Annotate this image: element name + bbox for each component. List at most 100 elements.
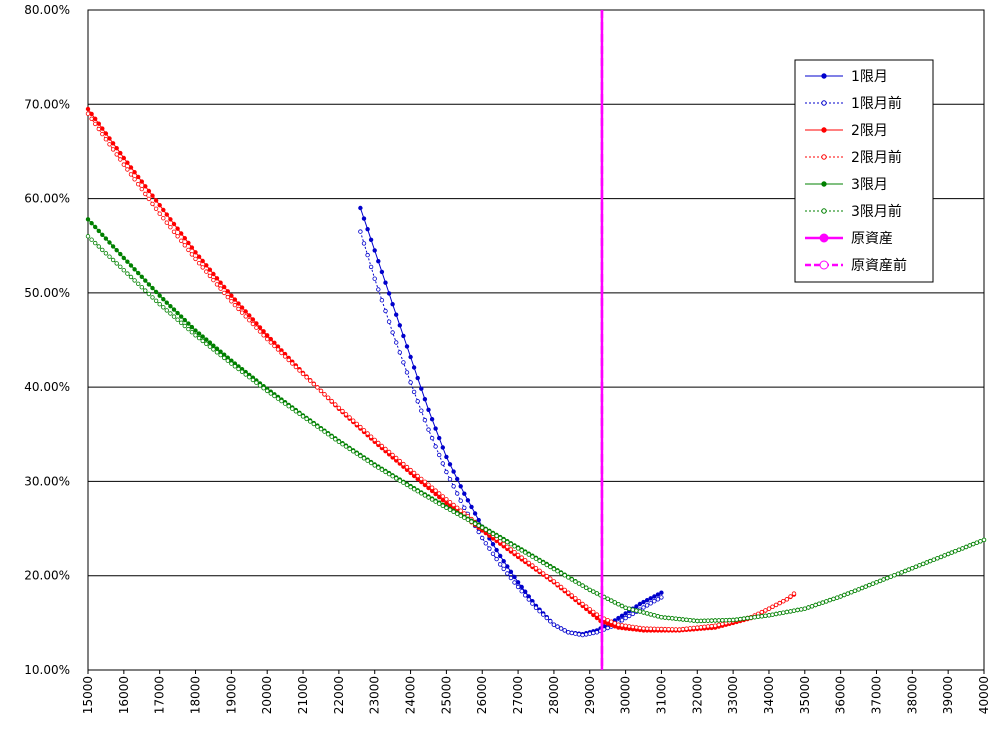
data-point	[250, 321, 256, 327]
data-point	[118, 157, 123, 162]
data-point	[659, 590, 664, 595]
x-tick-label: 18000	[189, 676, 203, 714]
data-point	[730, 617, 736, 623]
data-point	[261, 386, 266, 391]
x-tick-label: 28000	[547, 676, 561, 714]
data-point	[827, 597, 833, 603]
data-point	[655, 597, 661, 602]
data-point	[673, 627, 678, 632]
data-point	[225, 289, 230, 294]
data-point	[225, 358, 230, 363]
data-point	[182, 317, 187, 323]
x-tick-label: 40000	[977, 676, 991, 714]
data-point	[290, 361, 295, 366]
data-point	[447, 500, 453, 505]
data-point	[433, 499, 438, 504]
data-point	[415, 375, 420, 381]
data-point	[279, 398, 284, 404]
data-point	[978, 539, 983, 544]
data-point	[949, 550, 954, 555]
data-point	[666, 615, 671, 621]
data-point	[132, 278, 137, 283]
data-point	[555, 624, 560, 629]
data-point	[781, 610, 786, 615]
data-point	[379, 269, 385, 275]
data-point	[576, 632, 582, 637]
data-point	[483, 527, 488, 532]
data-point	[135, 174, 141, 180]
data-point	[612, 621, 617, 626]
data-point	[537, 568, 542, 573]
data-point	[297, 368, 302, 373]
data-point	[662, 615, 668, 620]
data-point	[96, 228, 101, 234]
data-point	[852, 588, 858, 593]
x-axis-tick-labels: 15000 16000 17000 18000 19000 20000 21000 22000…	[81, 670, 991, 714]
data-point	[440, 494, 445, 499]
data-point	[103, 131, 109, 136]
data-point	[956, 547, 962, 552]
data-point	[347, 446, 352, 452]
data-point	[566, 590, 571, 595]
legend-swatch-marker	[821, 181, 827, 187]
data-point	[537, 609, 542, 614]
data-point	[551, 622, 557, 627]
data-point	[204, 341, 209, 346]
data-point	[630, 611, 635, 617]
data-point	[605, 625, 610, 631]
data-point	[447, 477, 453, 482]
data-point	[501, 559, 506, 564]
data-point	[580, 632, 585, 638]
data-point	[229, 293, 234, 298]
data-point	[282, 401, 288, 406]
data-point	[286, 404, 291, 409]
data-point	[490, 531, 496, 537]
data-point	[275, 396, 281, 401]
data-point	[623, 605, 628, 610]
data-point	[383, 446, 388, 452]
data-point	[648, 596, 653, 601]
data-point	[221, 355, 227, 361]
data-point	[390, 452, 395, 458]
data-point	[816, 601, 822, 606]
data-point	[143, 278, 148, 283]
data-point	[877, 578, 883, 584]
data-point	[433, 491, 438, 497]
data-point	[200, 338, 205, 344]
data-point	[207, 340, 213, 345]
data-point	[150, 285, 155, 291]
data-point	[440, 503, 445, 508]
data-point	[426, 427, 431, 432]
data-point	[831, 596, 836, 602]
data-point	[462, 515, 467, 520]
data-point	[508, 569, 514, 574]
data-point	[232, 364, 238, 369]
data-point	[630, 624, 635, 630]
data-point	[325, 432, 331, 437]
data-point	[903, 568, 908, 574]
data-point	[684, 626, 689, 631]
data-point	[229, 299, 234, 304]
x-tick-label: 34000	[762, 676, 776, 714]
data-point	[455, 511, 460, 516]
data-point	[680, 626, 686, 632]
data-point	[938, 554, 944, 560]
data-point	[476, 517, 481, 523]
data-point	[336, 405, 342, 411]
x-tick-label: 37000	[869, 676, 883, 714]
legend-swatch-marker	[821, 127, 827, 133]
data-point	[487, 529, 492, 534]
data-point	[426, 482, 431, 487]
data-point	[874, 580, 879, 585]
data-point	[587, 631, 592, 636]
data-point	[433, 488, 438, 493]
data-point	[627, 606, 632, 611]
data-point	[913, 564, 919, 569]
data-point	[569, 577, 574, 582]
series-5	[85, 234, 987, 624]
data-point	[480, 525, 485, 530]
data-point	[458, 513, 463, 518]
data-point	[114, 145, 119, 151]
data-point	[354, 451, 359, 456]
data-point	[720, 621, 725, 627]
